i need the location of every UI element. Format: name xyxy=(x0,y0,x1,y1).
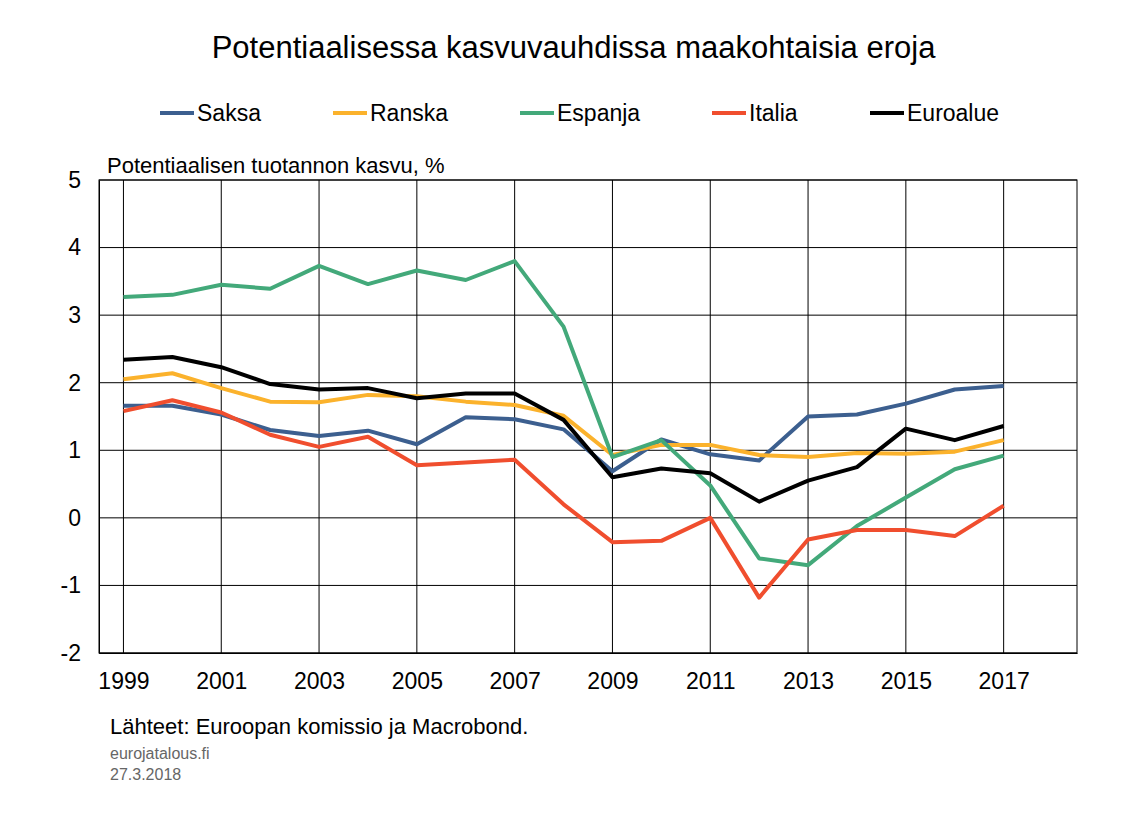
grid-line xyxy=(99,382,1077,383)
x-tick-label: 2009 xyxy=(587,668,638,694)
legend-label: Euroalue xyxy=(907,100,999,126)
y-tick: 0 xyxy=(68,505,99,531)
x-tick-label: 2005 xyxy=(392,668,443,694)
x-tick: 2013 xyxy=(783,653,834,694)
y-tick-label: -1 xyxy=(61,572,81,598)
grid-line xyxy=(99,315,1077,316)
series-line xyxy=(123,373,1003,457)
x-tick-label: 2017 xyxy=(979,668,1030,694)
legend-label: Espanja xyxy=(557,100,640,126)
x-tick-label: 2015 xyxy=(881,668,932,694)
y-axis-title: Potentiaalisen tuotannon kasvu, % xyxy=(107,153,445,178)
y-tick-label: -2 xyxy=(61,640,81,666)
y-axis-line xyxy=(99,181,100,654)
y-tick-label: 4 xyxy=(68,234,81,260)
y-tick-label: 3 xyxy=(68,302,81,328)
y-tick-label: 0 xyxy=(68,505,81,531)
note: Lähteet: Euroopan komissio ja Macrobond. xyxy=(110,714,528,739)
x-tick: 2005 xyxy=(392,653,443,694)
y-tick-label: 5 xyxy=(68,167,81,193)
chart: Potentiaalisessa kasvuvauhdissa maakohta… xyxy=(0,0,1147,833)
y-tick-label: 2 xyxy=(68,370,81,396)
grid-line xyxy=(99,247,1077,248)
x-tick-label: 2013 xyxy=(783,668,834,694)
x-tick: 2003 xyxy=(294,653,345,694)
series-line xyxy=(123,261,1003,565)
x-tick: 2011 xyxy=(686,653,735,694)
plot-lines xyxy=(123,261,1003,598)
x-tick-label: 2003 xyxy=(294,668,345,694)
grid-line xyxy=(319,180,320,653)
y-tick: 2 xyxy=(68,370,99,396)
x-tick-label: 2011 xyxy=(686,668,735,694)
legend-label: Italia xyxy=(749,100,798,126)
grid-line xyxy=(710,180,711,653)
x-tick-label: 1999 xyxy=(98,668,149,694)
legend-swatch xyxy=(712,111,746,115)
note: 27.3.2018 xyxy=(110,766,181,783)
series-line xyxy=(123,400,1003,597)
y-tick-label: 1 xyxy=(68,437,81,463)
x-axis-line xyxy=(100,653,1078,654)
y-tick: 5 xyxy=(68,167,99,193)
grid-line xyxy=(612,180,613,653)
y-tick: -1 xyxy=(61,572,99,598)
x-tick: 2007 xyxy=(490,653,541,694)
legend: Saksa Ranska Espanja Italia Euroalue xyxy=(160,100,999,126)
grid-line xyxy=(99,585,1077,586)
grid-line xyxy=(514,180,515,653)
legend-swatch xyxy=(160,111,194,115)
plot-frame xyxy=(99,180,1077,653)
y-tick: 4 xyxy=(68,234,99,260)
legend-swatch xyxy=(333,111,367,115)
x-tick-label: 2001 xyxy=(196,668,247,694)
legend-label: Ranska xyxy=(370,100,448,126)
title: Potentiaalisessa kasvuvauhdissa maakohta… xyxy=(212,30,937,65)
x-tick-label: 2007 xyxy=(490,668,541,694)
y-tick: 1 xyxy=(68,437,99,463)
y-tick: 3 xyxy=(68,302,99,328)
grid-line xyxy=(416,180,417,653)
y-axis: -2 -1 0 1 2 3 4 5 xyxy=(61,167,100,666)
x-axis: 1999 2001 2003 2005 2007 2009 2011 2013 2015 2017 xyxy=(98,653,1077,694)
grid-line xyxy=(905,180,906,653)
grid xyxy=(99,180,1077,653)
x-tick: 2009 xyxy=(587,653,638,694)
series-line xyxy=(123,357,1003,502)
legend-swatch xyxy=(520,111,554,115)
legend-label: Saksa xyxy=(197,100,261,126)
x-tick: 2017 xyxy=(979,653,1030,694)
note: eurojatalous.fi xyxy=(110,745,210,762)
grid-line xyxy=(1003,180,1004,653)
legend-swatch xyxy=(870,111,904,115)
x-tick: 2015 xyxy=(881,653,932,694)
x-tick: 2001 xyxy=(196,653,247,694)
x-tick: 1999 xyxy=(98,653,149,694)
y-tick: -2 xyxy=(61,640,99,666)
grid-line xyxy=(123,180,124,653)
grid-line xyxy=(99,517,1077,518)
